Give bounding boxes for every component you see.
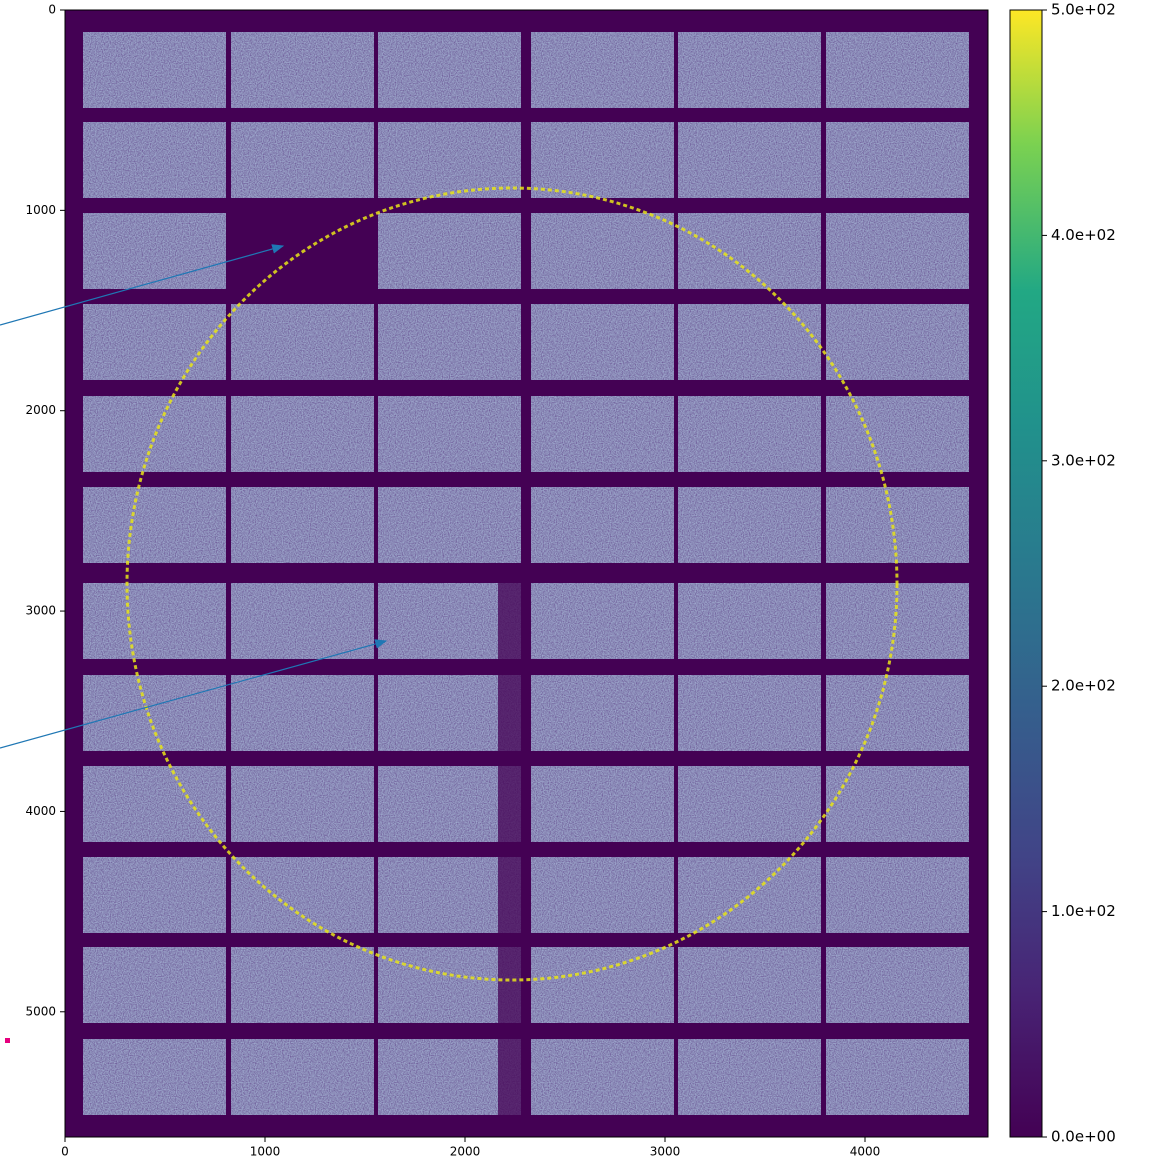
detector-panel <box>678 947 821 1023</box>
detector-panel <box>531 1039 674 1115</box>
detector-panel <box>378 122 521 198</box>
detector-panel <box>531 213 674 289</box>
detector-panel <box>83 122 226 198</box>
detector-panel <box>378 947 521 1023</box>
detector-panel <box>231 32 374 108</box>
detector-panel <box>531 396 674 472</box>
detector-panel <box>83 857 226 933</box>
detector-panel <box>83 675 226 751</box>
detector-panel <box>83 947 226 1023</box>
detector-panel <box>83 1039 226 1115</box>
detector-panel <box>378 857 521 933</box>
detector-panel <box>83 304 226 380</box>
detector-panel <box>826 304 969 380</box>
detector-panel <box>531 675 674 751</box>
detector-panel <box>531 122 674 198</box>
detector-panel <box>826 487 969 563</box>
detector-panel <box>231 304 374 380</box>
detector-panel <box>231 1039 374 1115</box>
detector-panel <box>826 122 969 198</box>
detector-panel <box>378 396 521 472</box>
detector-panel <box>826 213 969 289</box>
detector-panel <box>531 766 674 842</box>
detector-panel <box>826 583 969 659</box>
x-tick-label: 3000 <box>650 1145 681 1159</box>
detector-panel <box>83 32 226 108</box>
detector-panel <box>378 213 521 289</box>
diffraction-ring <box>125 186 899 982</box>
arrow <box>0 639 388 749</box>
detector-panel <box>826 396 969 472</box>
detector-panel <box>826 857 969 933</box>
detector-panel <box>678 396 821 472</box>
detector-panel <box>678 1039 821 1115</box>
detector-panel <box>378 583 521 659</box>
x-tick-label: 4000 <box>850 1145 881 1159</box>
detector-panel <box>83 487 226 563</box>
detector-panel <box>231 947 374 1023</box>
plot-frame <box>64 9 989 1138</box>
colorbar-tick-label: 4.0e+02 <box>1051 226 1116 244</box>
detector-panel <box>531 583 674 659</box>
x-tick-label: 1000 <box>250 1145 281 1159</box>
detector-panel <box>531 947 674 1023</box>
detector-panel <box>826 766 969 842</box>
detector-panel <box>378 32 521 108</box>
detector-panel <box>531 32 674 108</box>
detector-panel <box>378 487 521 563</box>
detector-panel <box>678 857 821 933</box>
marker-dot <box>5 1038 10 1043</box>
detector-panel <box>83 583 226 659</box>
detector-panel <box>678 122 821 198</box>
detector-panel <box>826 32 969 108</box>
y-tick-label: 0 <box>48 3 56 17</box>
detector-panel <box>378 766 521 842</box>
detector-panel <box>231 766 374 842</box>
detector-panel <box>231 583 374 659</box>
detector-panel <box>83 766 226 842</box>
detector-panel <box>826 1039 969 1115</box>
y-tick-label: 1000 <box>25 203 56 217</box>
detector-panel <box>231 396 374 472</box>
y-tick-label: 3000 <box>25 604 56 618</box>
x-tick-label: 0 <box>61 1145 69 1159</box>
detector-panel <box>231 675 374 751</box>
detector-panel <box>531 857 674 933</box>
detector-panel <box>678 487 821 563</box>
colorbar-tick-label: 3.0e+02 <box>1051 451 1116 469</box>
y-tick-label: 2000 <box>25 403 56 417</box>
colorbar-tick-label: 2.0e+02 <box>1051 677 1116 695</box>
detector-panel <box>678 32 821 108</box>
detector-panel <box>826 947 969 1023</box>
colorbar <box>1009 9 1043 1138</box>
detector-panel <box>531 304 674 380</box>
detector-panel <box>231 487 374 563</box>
detector-panel <box>83 213 226 289</box>
detector-panel <box>531 487 674 563</box>
detector-panel <box>231 857 374 933</box>
detector-gap <box>498 583 528 1115</box>
detector-panel <box>678 583 821 659</box>
x-tick-label: 2000 <box>450 1145 481 1159</box>
detector-panel <box>826 675 969 751</box>
arrow <box>0 244 285 326</box>
detector-panel <box>231 122 374 198</box>
colorbar-tick-label: 1.0e+02 <box>1051 902 1116 920</box>
y-tick-label: 5000 <box>25 1004 56 1018</box>
detector-panel <box>678 213 821 289</box>
colorbar-tick-label: 5.0e+02 <box>1051 1 1116 19</box>
detector-panel <box>678 766 821 842</box>
y-tick-label: 4000 <box>25 804 56 818</box>
detector-panel <box>378 304 521 380</box>
detector-panel <box>378 675 521 751</box>
colorbar-tick-label: 0.0e+00 <box>1051 1128 1116 1146</box>
detector-panel <box>378 1039 521 1115</box>
detector-panel <box>678 675 821 751</box>
detector-panel <box>678 304 821 380</box>
